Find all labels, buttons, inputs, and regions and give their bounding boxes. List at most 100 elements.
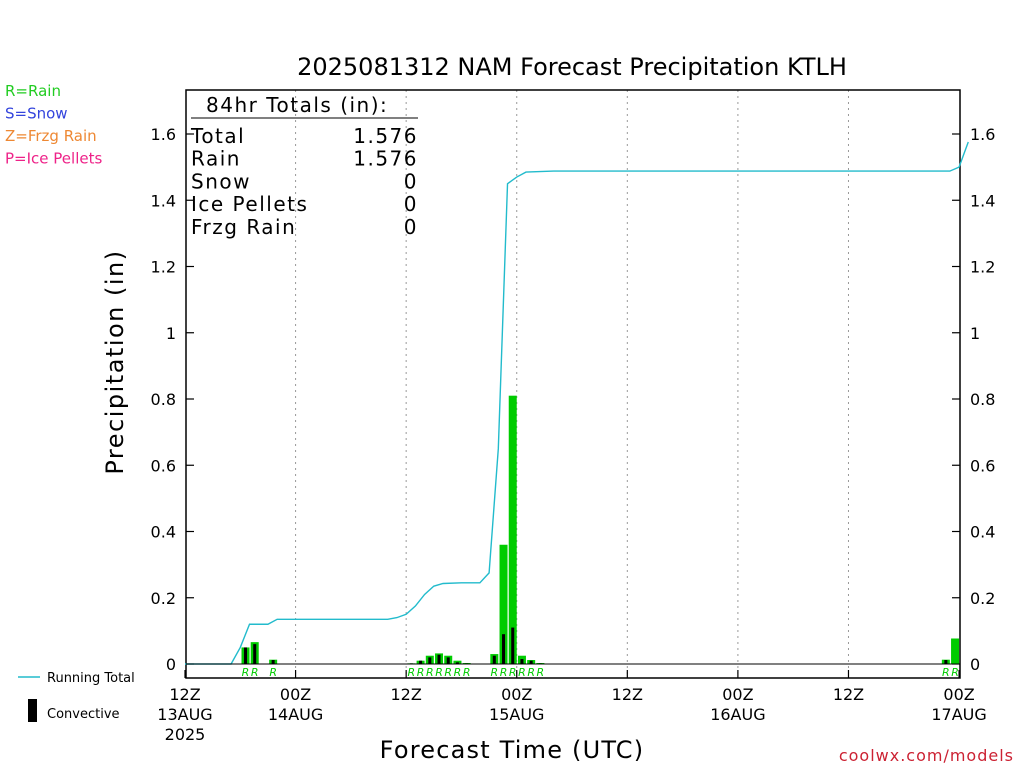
- convective-bar: [437, 654, 441, 664]
- precip-type-code: R: [251, 666, 259, 679]
- convective-bar: [520, 659, 524, 664]
- totals-row-label: Total: [190, 124, 245, 148]
- y-tick-label-right: 1.6: [970, 125, 995, 144]
- precip-bars: [241, 395, 960, 664]
- x-tick-label-year: 2025: [165, 725, 206, 744]
- totals-row-value: 1.576: [353, 124, 418, 148]
- y-tick-label-right: 0: [970, 655, 980, 674]
- totals-row-label: Snow: [191, 169, 251, 193]
- y-tick-label-left: 0: [166, 655, 176, 674]
- chart-title: 2025081312 NAM Forecast Precipitation KT…: [297, 53, 847, 81]
- y-tick-label-right: 1: [970, 324, 980, 343]
- totals-row-label: Rain: [191, 147, 241, 171]
- convective-bar: [446, 657, 450, 664]
- running-total-legend: Running Total: [18, 671, 135, 686]
- y-tick-label-left: 1.2: [151, 258, 176, 277]
- x-tick-label-time: 12Z: [833, 685, 864, 704]
- convective-bar: [511, 627, 515, 664]
- precip-type-legend-item: Z=Frzg Rain: [5, 127, 97, 145]
- y-tick-label-left: 1.6: [151, 125, 176, 144]
- x-tick-label-time: 12Z: [169, 685, 200, 704]
- convective-bar: [502, 634, 506, 664]
- x-tick-label-time: 12Z: [612, 685, 643, 704]
- totals-row-label: Ice Pellets: [191, 192, 308, 216]
- x-tick-label-date: 17AUG: [931, 705, 986, 724]
- y-tick-label-right: 0.6: [970, 456, 995, 475]
- grid-lines: [295, 90, 849, 678]
- precip-type-code: R: [408, 666, 416, 679]
- convective-bar: [253, 644, 257, 664]
- y-tick-label-right: 0.8: [970, 390, 995, 409]
- precip-type-code: R: [951, 666, 959, 679]
- x-tick-label-date: 15AUG: [489, 705, 544, 724]
- x-tick-label-date: 16AUG: [710, 705, 765, 724]
- plot-frame: [185, 89, 961, 679]
- x-tick-label-time: 00Z: [943, 685, 974, 704]
- precip-type-code: R: [527, 666, 535, 679]
- totals-row-value: 0: [404, 192, 418, 216]
- y-axis-ticks: 0 00.2 0.20.4 0.40.6 0.60.8 0.81 11.2 1.21.4 1.4…: [151, 125, 996, 674]
- y-tick-label-left: 0.2: [151, 589, 176, 608]
- convective-bar: [492, 655, 496, 664]
- convective-bar: [455, 662, 459, 664]
- running-total-legend-text: Running Total: [47, 671, 135, 686]
- y-tick-label-left: 1.4: [151, 191, 176, 210]
- x-tick-label-time: 00Z: [280, 685, 311, 704]
- x-axis-label: Forecast Time (UTC): [380, 736, 645, 764]
- x-tick-label-date: 14AUG: [268, 705, 323, 724]
- convective-legend-text: Convective: [47, 707, 120, 722]
- y-tick-label-right: 1.2: [970, 258, 995, 277]
- precip-type-code: R: [417, 666, 425, 679]
- precip-type-legend: R=Rain S=Snow Z=Frzg Rain P=Ice Pellets: [5, 82, 102, 168]
- convective-bar: [944, 660, 948, 664]
- running-total-line: [185, 141, 969, 665]
- convective-bar: [271, 660, 275, 664]
- x-tick-label-time: 00Z: [722, 685, 753, 704]
- precip-type-code: R: [463, 666, 471, 679]
- precip-type-code: R: [490, 666, 498, 679]
- precip-type-code: R: [242, 666, 250, 679]
- precip-bar: [499, 544, 508, 664]
- precip-type-legend-item: P=Ice Pellets: [5, 150, 102, 168]
- totals-row-value: 1.576: [353, 147, 418, 171]
- site-credit: coolwx.com/models: [839, 746, 1014, 765]
- convective-legend: Convective: [28, 699, 120, 722]
- convective-bar: [419, 660, 423, 664]
- totals-row-value: 0: [404, 215, 418, 239]
- y-tick-label-right: 0.2: [970, 589, 995, 608]
- precip-bar: [508, 395, 517, 664]
- y-tick-label-left: 0.6: [151, 456, 176, 475]
- convective-bar: [244, 647, 248, 664]
- precip-bar: [951, 638, 960, 664]
- y-tick-label-right: 1.4: [970, 191, 995, 210]
- y-tick-label-left: 0.4: [151, 523, 176, 542]
- precip-type-code: R: [444, 666, 452, 679]
- precip-type-code: R: [500, 666, 508, 679]
- y-tick-label-left: 1: [166, 324, 176, 343]
- x-tick-label-date: 13AUG: [157, 705, 212, 724]
- precip-type-code: R: [537, 666, 545, 679]
- totals-heading: 84hr Totals (in):: [206, 93, 388, 117]
- totals-row-value: 0: [404, 169, 418, 193]
- precip-type-legend-item: R=Rain: [5, 82, 61, 100]
- x-tick-label-time: 00Z: [501, 685, 532, 704]
- totals-panel: 84hr Totals (in): Total 1.576 Rain 1.576 Sno…: [190, 93, 418, 239]
- convective-swatch: [28, 699, 37, 722]
- precip-type-code: R: [942, 666, 950, 679]
- convective-bar: [529, 660, 533, 664]
- precip-type-code: R: [269, 666, 277, 679]
- y-tick-label-left: 0.8: [151, 390, 176, 409]
- y-axis-label: Precipitation (in): [101, 249, 129, 474]
- x-tick-label-time: 12Z: [390, 685, 421, 704]
- convective-bar: [428, 657, 432, 664]
- y-tick-label-right: 0.4: [970, 523, 995, 542]
- precip-type-code: R: [509, 666, 517, 679]
- precip-type-code: R: [454, 666, 462, 679]
- precip-type-code: R: [435, 666, 443, 679]
- precip-type-legend-item: S=Snow: [5, 105, 68, 123]
- totals-row-label: Frzg Rain: [191, 215, 296, 239]
- precip-type-code: R: [426, 666, 434, 679]
